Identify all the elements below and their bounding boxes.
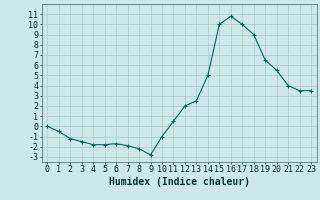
- X-axis label: Humidex (Indice chaleur): Humidex (Indice chaleur): [109, 177, 250, 187]
